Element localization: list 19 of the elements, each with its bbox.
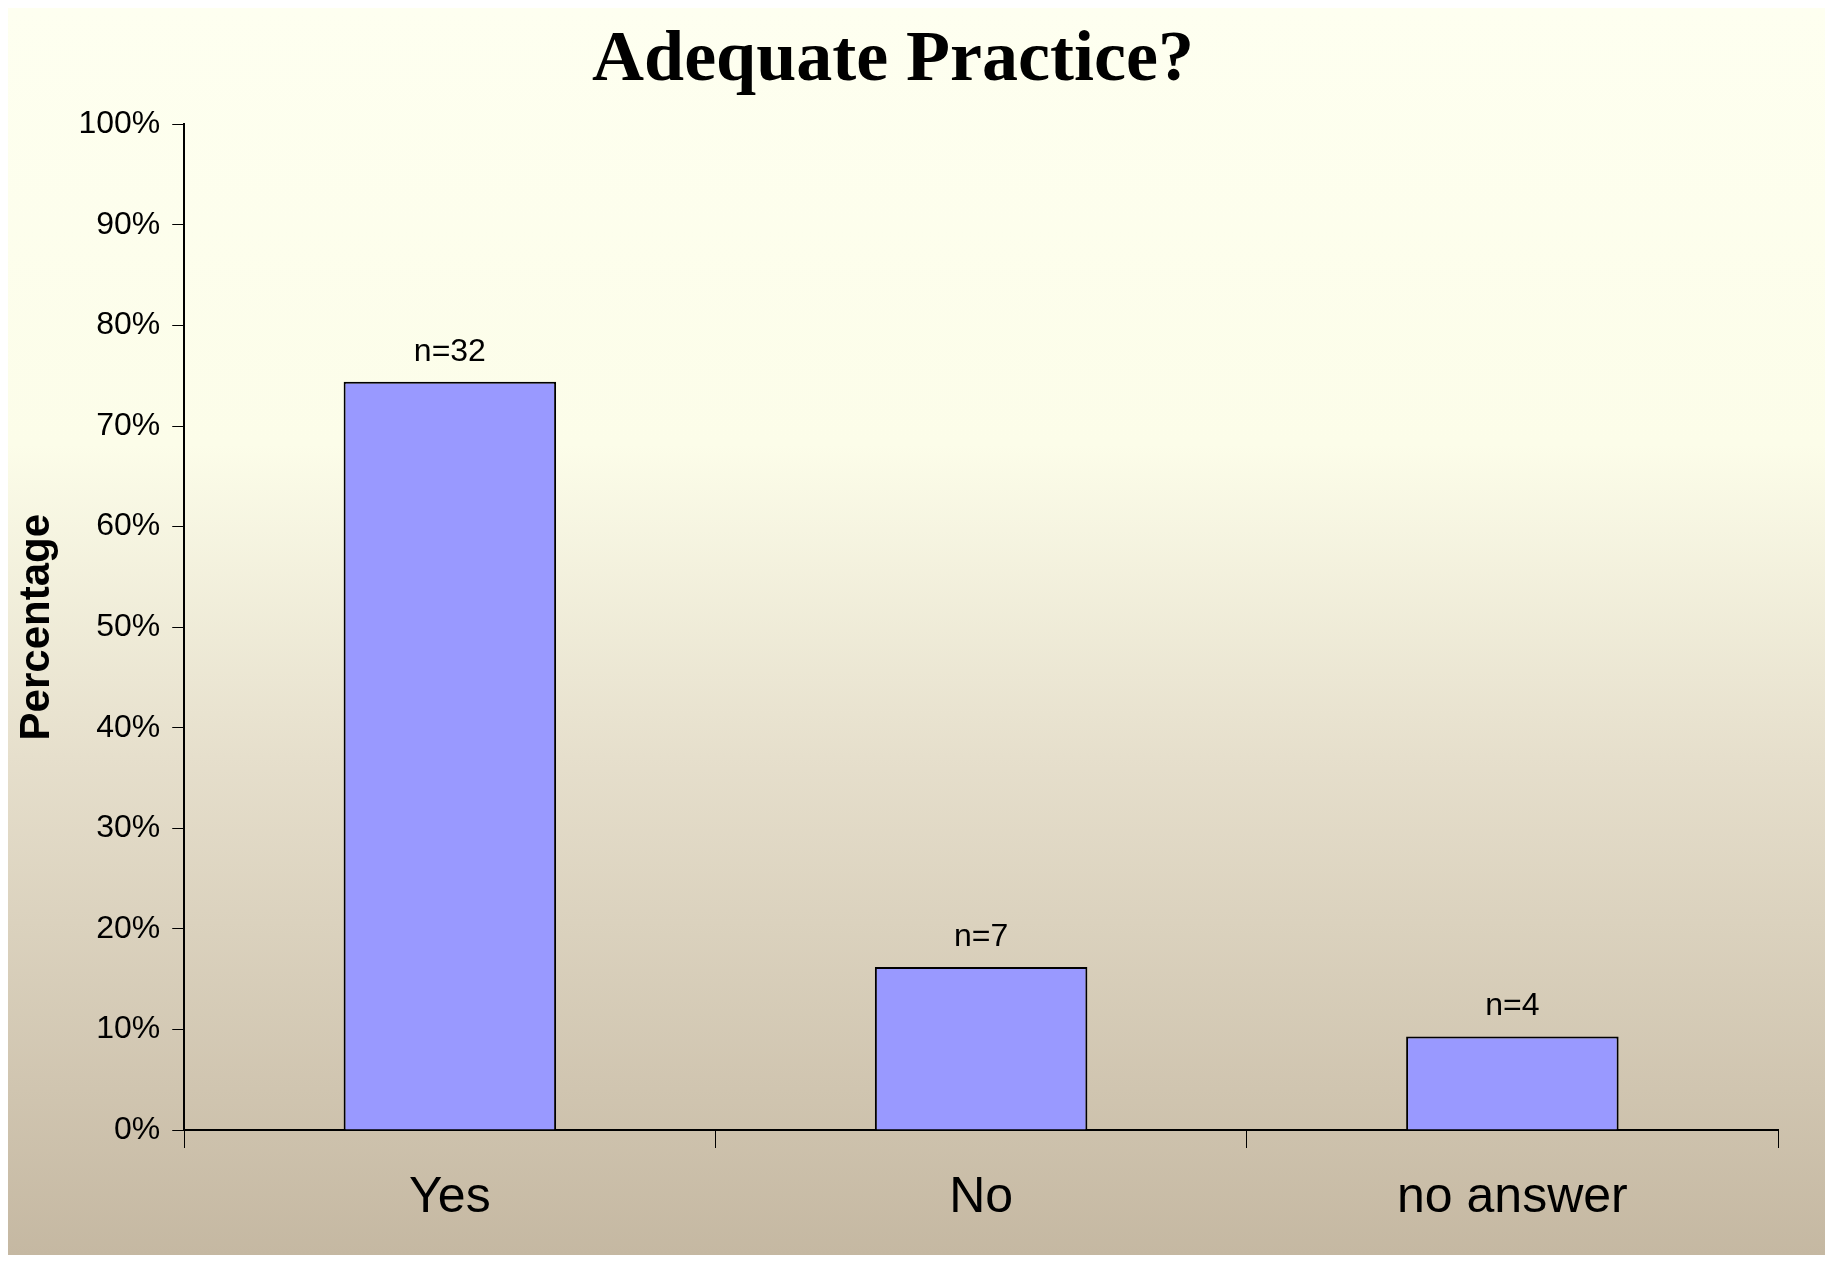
y-tick-label: 0% xyxy=(113,1109,161,1146)
y-tick-label: 20% xyxy=(96,908,161,945)
y-tick-label: 100% xyxy=(78,104,161,141)
y-axis-title: Percentage xyxy=(10,513,58,741)
y-tick-label: 70% xyxy=(96,405,161,442)
y-tick-label: 80% xyxy=(96,305,161,342)
y-tick-label: 30% xyxy=(96,808,161,845)
chart-title: Adequate Practice? xyxy=(592,15,1194,96)
y-tick-label: 10% xyxy=(96,1009,161,1046)
x-tick-label: no answer xyxy=(1397,1166,1628,1223)
x-tick-label: Yes xyxy=(409,1166,491,1223)
y-tick-label: 40% xyxy=(96,707,161,744)
y-tick-label: 50% xyxy=(96,607,161,644)
y-tick-label: 90% xyxy=(96,204,161,241)
x-tick-label: No xyxy=(949,1166,1014,1223)
annotation: n=32 xyxy=(413,331,486,368)
y-tick-label: 60% xyxy=(96,506,161,543)
annotation: n=7 xyxy=(953,916,1009,953)
annotation: n=4 xyxy=(1485,986,1540,1023)
